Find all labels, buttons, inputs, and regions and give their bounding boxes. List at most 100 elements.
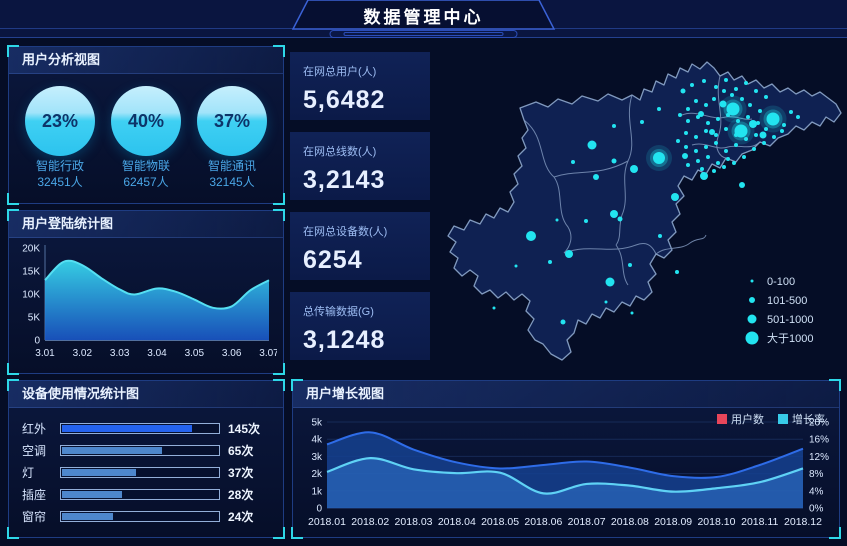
svg-text:3.04: 3.04 <box>147 348 167 359</box>
svg-text:2018.05: 2018.05 <box>481 516 519 528</box>
bar-value: 37次 <box>228 466 254 480</box>
svg-text:2018.04: 2018.04 <box>438 516 476 528</box>
svg-text:2018.12: 2018.12 <box>784 516 822 528</box>
svg-text:3k: 3k <box>311 452 323 463</box>
corner-bracket <box>291 527 303 539</box>
corner-bracket <box>829 527 841 539</box>
device-bar-list: 红外 145次 空调 65次 灯 37次 插座 28次 窗帘 <box>9 408 283 525</box>
corner-bracket <box>273 363 285 375</box>
bar-row: 窗帘 24次 <box>22 508 270 525</box>
bar-label: 插座 <box>22 488 47 502</box>
map-legend: 0-100 101-500 501-1000 大于1000 <box>745 276 814 345</box>
kpi-list: 在网总用户(人) 5,6482 在网总线数(人) 3,2143 在网总设备数(人… <box>290 52 430 372</box>
svg-text:2018.01: 2018.01 <box>308 516 346 528</box>
svg-text:0%: 0% <box>809 504 824 515</box>
svg-text:2018.08: 2018.08 <box>611 516 649 528</box>
svg-text:3.01: 3.01 <box>35 348 55 359</box>
kpi-label: 总传输数据(G) <box>303 306 374 318</box>
growth-area-chart: 0 0% 1k 4% 2k 8% 3k 12% 4k 16% 5k 20% 2018.01 2018.02… <box>308 418 829 529</box>
svg-text:15K: 15K <box>22 267 40 278</box>
kpi-card: 总传输数据(G) 3,1248 <box>290 292 430 360</box>
gauge: 23% 智能行政 32451人 <box>18 86 102 190</box>
svg-text:5K: 5K <box>28 313 41 324</box>
gauge-label: 智能行政 <box>35 159 84 173</box>
svg-text:2018.09: 2018.09 <box>654 516 692 528</box>
gauge-percent: 40% <box>127 110 165 131</box>
panel-title-login-stats: 用户登陆统计图 <box>9 211 283 238</box>
bar-label: 窗帘 <box>22 510 47 524</box>
panel-user-analysis: 用户分析视图 23% 智能行政 32451人 40% 智能物联 62457人 3… <box>7 45 285 205</box>
gauge-label: 智能通讯 <box>207 159 256 173</box>
svg-text:3.03: 3.03 <box>110 348 130 359</box>
svg-text:0-100: 0-100 <box>767 276 795 288</box>
panel-title-user-analysis: 用户分析视图 <box>9 47 283 74</box>
kpi-card: 在网总用户(人) 5,6482 <box>290 52 430 120</box>
page-title: 数据管理中心 <box>363 8 484 27</box>
svg-text:4%: 4% <box>809 486 824 497</box>
gauge-count: 32451人 <box>37 175 83 189</box>
legend-swatch <box>717 414 727 424</box>
svg-text:3.02: 3.02 <box>73 348 93 359</box>
corner-bracket <box>273 45 285 57</box>
bar-track <box>60 489 220 500</box>
svg-text:2018.07: 2018.07 <box>568 516 606 528</box>
svg-text:2018.11: 2018.11 <box>741 516 778 528</box>
svg-text:8%: 8% <box>809 469 824 480</box>
svg-text:20K: 20K <box>22 244 40 255</box>
legend-item[interactable]: 增长率 <box>778 411 825 427</box>
bar-value: 24次 <box>228 510 254 524</box>
corner-bracket <box>273 379 285 391</box>
svg-text:2018.02: 2018.02 <box>351 516 389 528</box>
svg-text:3.07: 3.07 <box>259 348 277 359</box>
bar-row: 空调 65次 <box>22 442 270 459</box>
bar-label: 红外 <box>22 422 47 436</box>
gauge-percent: 23% <box>41 110 79 131</box>
corner-bracket <box>273 193 285 205</box>
bar-value: 145次 <box>228 422 261 436</box>
bar-fill <box>62 513 113 520</box>
svg-text:0: 0 <box>34 336 40 347</box>
chart-legend: 用户数 增长率 <box>717 411 825 427</box>
corner-bracket <box>7 209 19 221</box>
svg-text:1k: 1k <box>311 486 323 497</box>
kpi-value: 6254 <box>303 246 363 274</box>
kpi-card: 在网总设备数(人) 6254 <box>290 212 430 280</box>
corner-bracket <box>7 527 19 539</box>
kpi-value: 3,1248 <box>303 326 386 354</box>
bar-row: 灯 37次 <box>22 464 270 481</box>
bar-fill <box>62 425 192 432</box>
corner-bracket <box>273 209 285 221</box>
corner-bracket <box>7 363 19 375</box>
panel-login-stats: 用户登陆统计图 0 5K 10K 15K 20K 3.01 3.02 3.03 3.04 3.05… <box>7 209 285 375</box>
header-decoration <box>0 0 847 38</box>
map-inner-borders <box>523 75 761 286</box>
legend-item[interactable]: 用户数 <box>717 411 764 427</box>
svg-text:10K: 10K <box>22 290 40 301</box>
svg-text:101-500: 101-500 <box>767 295 807 307</box>
bar-label: 灯 <box>22 466 35 480</box>
corner-bracket <box>273 527 285 539</box>
gauge-count: 62457人 <box>123 175 169 189</box>
gauge: 40% 智能物联 62457人 <box>104 86 188 190</box>
svg-text:16%: 16% <box>809 435 829 446</box>
kpi-card: 在网总线数(人) 3,2143 <box>290 132 430 200</box>
svg-text:2018.03: 2018.03 <box>395 516 433 528</box>
gauge-list: 23% 智能行政 32451人 40% 智能物联 62457人 37% 智能通讯… <box>9 74 283 190</box>
svg-text:0: 0 <box>316 504 322 515</box>
legend-label: 增长率 <box>792 414 825 426</box>
bar-fill <box>62 491 123 498</box>
kpi-value: 3,2143 <box>303 166 386 194</box>
svg-text:12%: 12% <box>809 452 829 463</box>
legend-label: 用户数 <box>731 414 764 426</box>
svg-text:3.06: 3.06 <box>222 348 242 359</box>
region-map: 0-100 101-500 501-1000 大于1000 <box>447 61 842 361</box>
bar-fill <box>62 447 162 454</box>
gauge-circle: 37% <box>197 86 267 156</box>
gauge: 37% 智能通讯 32145人 <box>190 86 274 190</box>
svg-text:5k: 5k <box>311 418 323 429</box>
legend-swatch <box>778 414 788 424</box>
bar-label: 空调 <box>22 444 47 458</box>
login-area-chart: 0 5K 10K 15K 20K 3.01 3.02 3.03 3.04 3.05 3.06 3.07 <box>22 244 279 360</box>
header: 数据管理中心 <box>0 0 847 42</box>
bar-row: 红外 145次 <box>22 420 270 437</box>
